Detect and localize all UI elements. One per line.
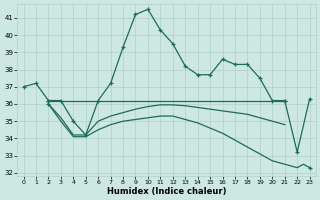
X-axis label: Humidex (Indice chaleur): Humidex (Indice chaleur) bbox=[107, 187, 226, 196]
